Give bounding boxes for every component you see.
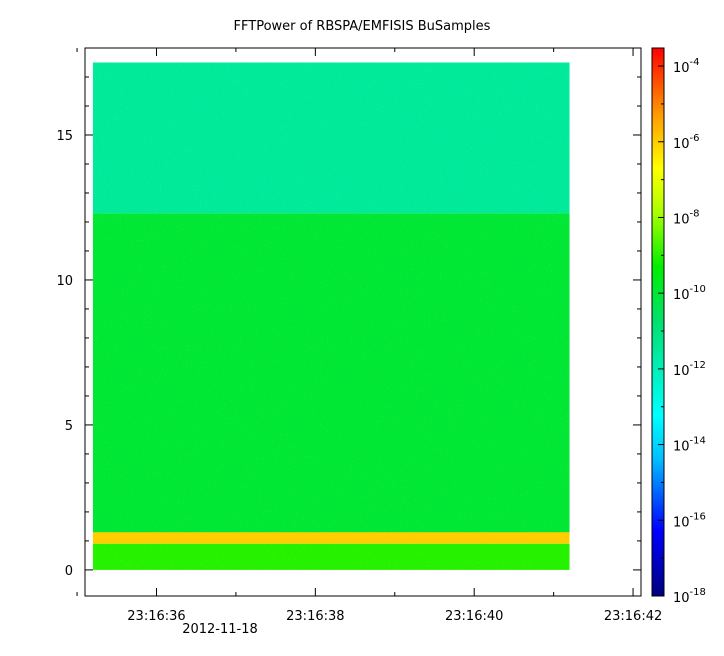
y-tick-label: 5 bbox=[65, 419, 73, 434]
x-tick-label: 23:16:42 bbox=[604, 609, 662, 624]
colorbar-tick-label: 10-10 bbox=[673, 284, 706, 303]
x-tick-label: 23:16:40 bbox=[445, 609, 503, 624]
colorbar-tick-label: 10-4 bbox=[673, 57, 700, 76]
x-axis-date-label: 2012-11-18 bbox=[182, 622, 258, 637]
colorbar-tick-label: 10-14 bbox=[673, 436, 706, 455]
y-tick-label: 0 bbox=[65, 564, 73, 579]
spectrogram-texture bbox=[92, 62, 570, 570]
spectrogram-image bbox=[92, 62, 570, 570]
colorbar-axis: 10-4 10-6 10-8 10-10 10-12 10-14 10-16 10-18 bbox=[658, 57, 706, 606]
y-tick-label: 10 bbox=[56, 274, 73, 289]
colorbar-tick-label: 10-16 bbox=[673, 511, 706, 530]
x-axis: 23:16:36 23:16:38 23:16:40 23:16:42 bbox=[76, 48, 662, 624]
y-tick-label: 15 bbox=[56, 129, 73, 144]
y-axis: 0 5 10 15 bbox=[56, 47, 641, 579]
colorbar bbox=[651, 47, 665, 597]
colorbar-tick-label: 10-18 bbox=[673, 587, 706, 606]
x-tick-label: 23:16:36 bbox=[127, 609, 185, 624]
x-tick-label: 23:16:38 bbox=[286, 609, 344, 624]
colorbar-tick-label: 10-6 bbox=[673, 133, 700, 152]
colorbar-tick-label: 10-8 bbox=[673, 208, 700, 227]
colorbar-tick-label: 10-12 bbox=[673, 360, 706, 379]
chart-title: FFTPower of RBSPA/EMFISIS BuSamples bbox=[234, 19, 491, 34]
